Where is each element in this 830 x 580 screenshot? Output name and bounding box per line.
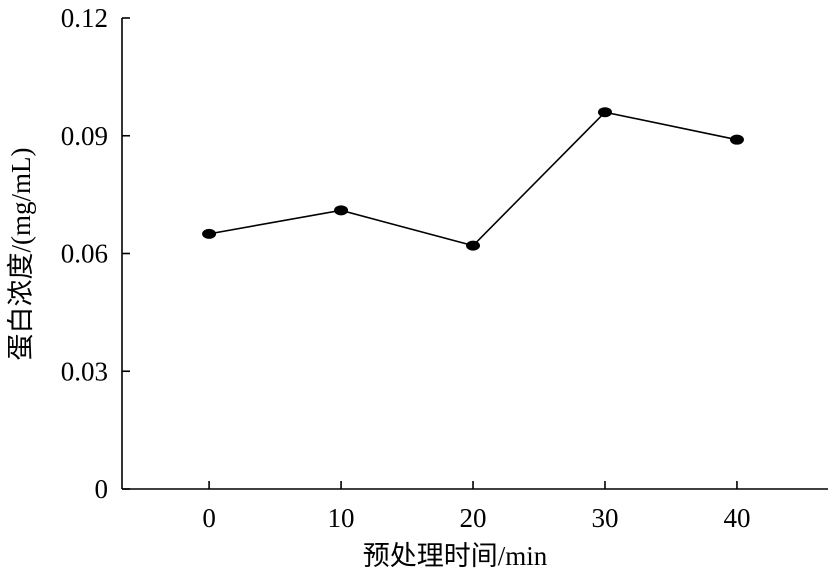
y-tick-label: 0.09 <box>61 121 108 151</box>
marker <box>597 107 612 118</box>
marker <box>334 205 349 216</box>
x-tick-label: 10 <box>328 503 355 533</box>
x-tick-label: 40 <box>723 503 750 533</box>
x-tick-label: 0 <box>202 503 216 533</box>
marker <box>729 134 744 145</box>
y-tick-label: 0 <box>95 474 109 504</box>
x-tick-label: 20 <box>460 503 487 533</box>
marker <box>202 228 217 239</box>
x-tick-label: 30 <box>591 503 618 533</box>
y-tick-label: 0.03 <box>61 356 108 386</box>
marker <box>466 240 481 251</box>
x-axis-label: 预处理时间/min <box>363 541 548 571</box>
y-tick-label: 0.06 <box>61 239 108 269</box>
y-tick-label: 0.12 <box>61 3 108 33</box>
y-axis-label: 蛋白浓度/(mg/mL) <box>6 148 36 361</box>
line <box>208 111 738 247</box>
